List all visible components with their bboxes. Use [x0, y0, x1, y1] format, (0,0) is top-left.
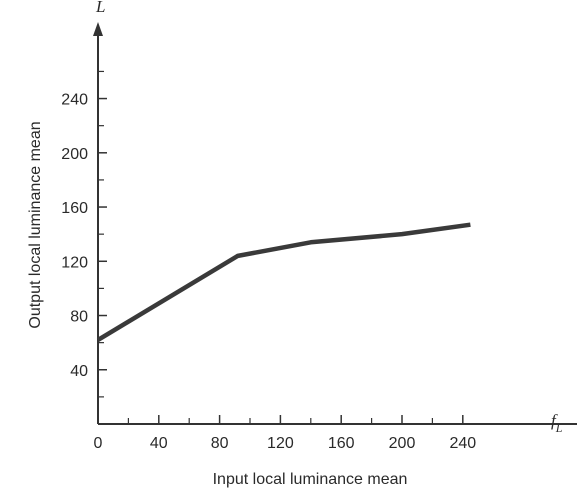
y-tick-label: 80 [70, 309, 88, 326]
series-line [96, 222, 471, 342]
y-tick-label: 200 [61, 146, 88, 163]
x-tick-label: 80 [211, 435, 229, 452]
x-tick-label: 120 [267, 435, 294, 452]
y-tick-label: 40 [70, 363, 88, 380]
y-tick-label: 120 [61, 254, 88, 271]
series-layer [96, 222, 471, 342]
x-tick-label: 40 [150, 435, 168, 452]
x-tick-label: 0 [94, 435, 103, 452]
x-axis-title: Input local luminance mean [213, 471, 408, 488]
x-tick-label: 160 [328, 435, 355, 452]
y-axis-title: Output local luminance mean [27, 121, 44, 328]
x-axis-symbol-main: f [551, 411, 558, 430]
y-tick-label: 240 [61, 92, 88, 109]
ticks [98, 70, 464, 424]
y-axis-symbol: L [95, 0, 105, 16]
tick-labels: 0 40 80 120 160 200 240 40 80 120 160 200 240 [61, 92, 476, 452]
y-tick-label: 160 [61, 200, 88, 217]
x-tick-label: 240 [449, 435, 476, 452]
y-axis-arrowhead [93, 21, 103, 36]
x-axis-symbol-sub: L [555, 421, 563, 435]
x-tick-label: 200 [389, 435, 416, 452]
x-axis-symbol: fL [551, 411, 563, 435]
axes [93, 21, 577, 425]
